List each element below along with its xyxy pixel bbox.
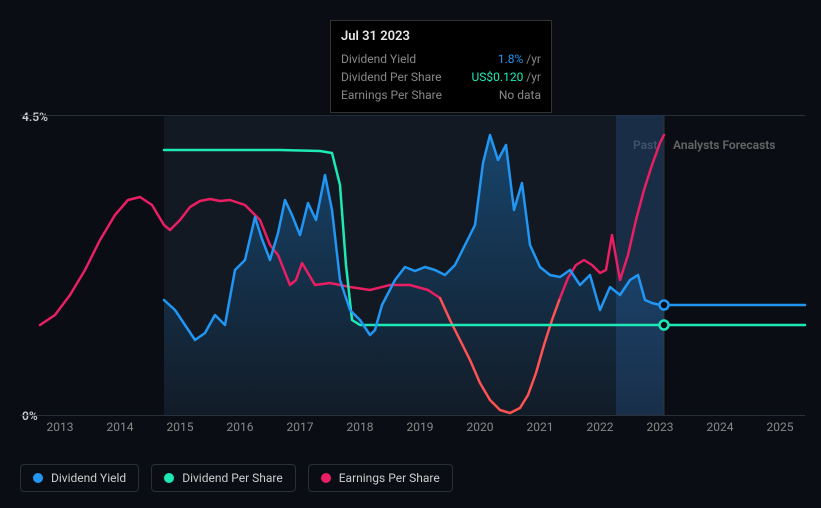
tooltip-row: Dividend Per Share US$0.120 /yr [341,68,541,86]
gridline [20,415,805,416]
x-axis-tick: 2023 [647,420,674,434]
x-axis-tick: 2016 [227,420,254,434]
tooltip-row-unit: /yr [523,70,541,84]
x-axis-tick: 2020 [467,420,494,434]
chart-legend: Dividend Yield Dividend Per Share Earnings… [20,464,453,492]
legend-dot-icon [321,473,331,483]
tooltip-row-value: 1.8% [498,52,523,66]
chart-svg [20,115,805,415]
tooltip-row-label: Dividend Per Share [341,70,442,84]
x-axis-tick: 2014 [107,420,134,434]
tooltip-row-value: US$0.120 [472,70,524,84]
x-axis-tick: 2013 [47,420,74,434]
chart-plot-area[interactable] [20,115,805,415]
chart-tooltip: Jul 31 2023 Dividend Yield1.8% /yrDivide… [330,20,552,113]
legend-label: Dividend Yield [51,471,126,485]
legend-item[interactable]: Dividend Yield [20,464,139,492]
x-axis-tick: 2015 [167,420,194,434]
x-axis-tick: 2019 [407,420,434,434]
tooltip-date: Jul 31 2023 [341,29,541,44]
legend-item[interactable]: Dividend Per Share [151,464,296,492]
x-axis-tick: 2021 [527,420,554,434]
tooltip-row: Earnings Per Share No data [341,86,541,104]
tooltip-row-unit: /yr [523,52,541,66]
legend-item[interactable]: Earnings Per Share [308,464,453,492]
x-axis-tick: 2024 [707,420,734,434]
tooltip-row-value: No data [499,88,541,102]
tooltip-row-label: Dividend Yield [341,52,416,66]
x-axis: 2013 2014 2015 2016 2017 2018 2019 2020 2021 2022… [20,420,805,450]
legend-dot-icon [33,473,43,483]
x-axis-tick: 2018 [347,420,374,434]
x-axis-tick: 2017 [287,420,314,434]
legend-label: Dividend Per Share [182,471,283,485]
tooltip-row-label: Earnings Per Share [341,88,442,102]
legend-dot-icon [164,473,174,483]
x-axis-tick: 2022 [587,420,614,434]
tooltip-row: Dividend Yield 1.8% /yr [341,50,541,68]
legend-label: Earnings Per Share [339,471,440,485]
x-axis-tick: 2025 [767,420,794,434]
